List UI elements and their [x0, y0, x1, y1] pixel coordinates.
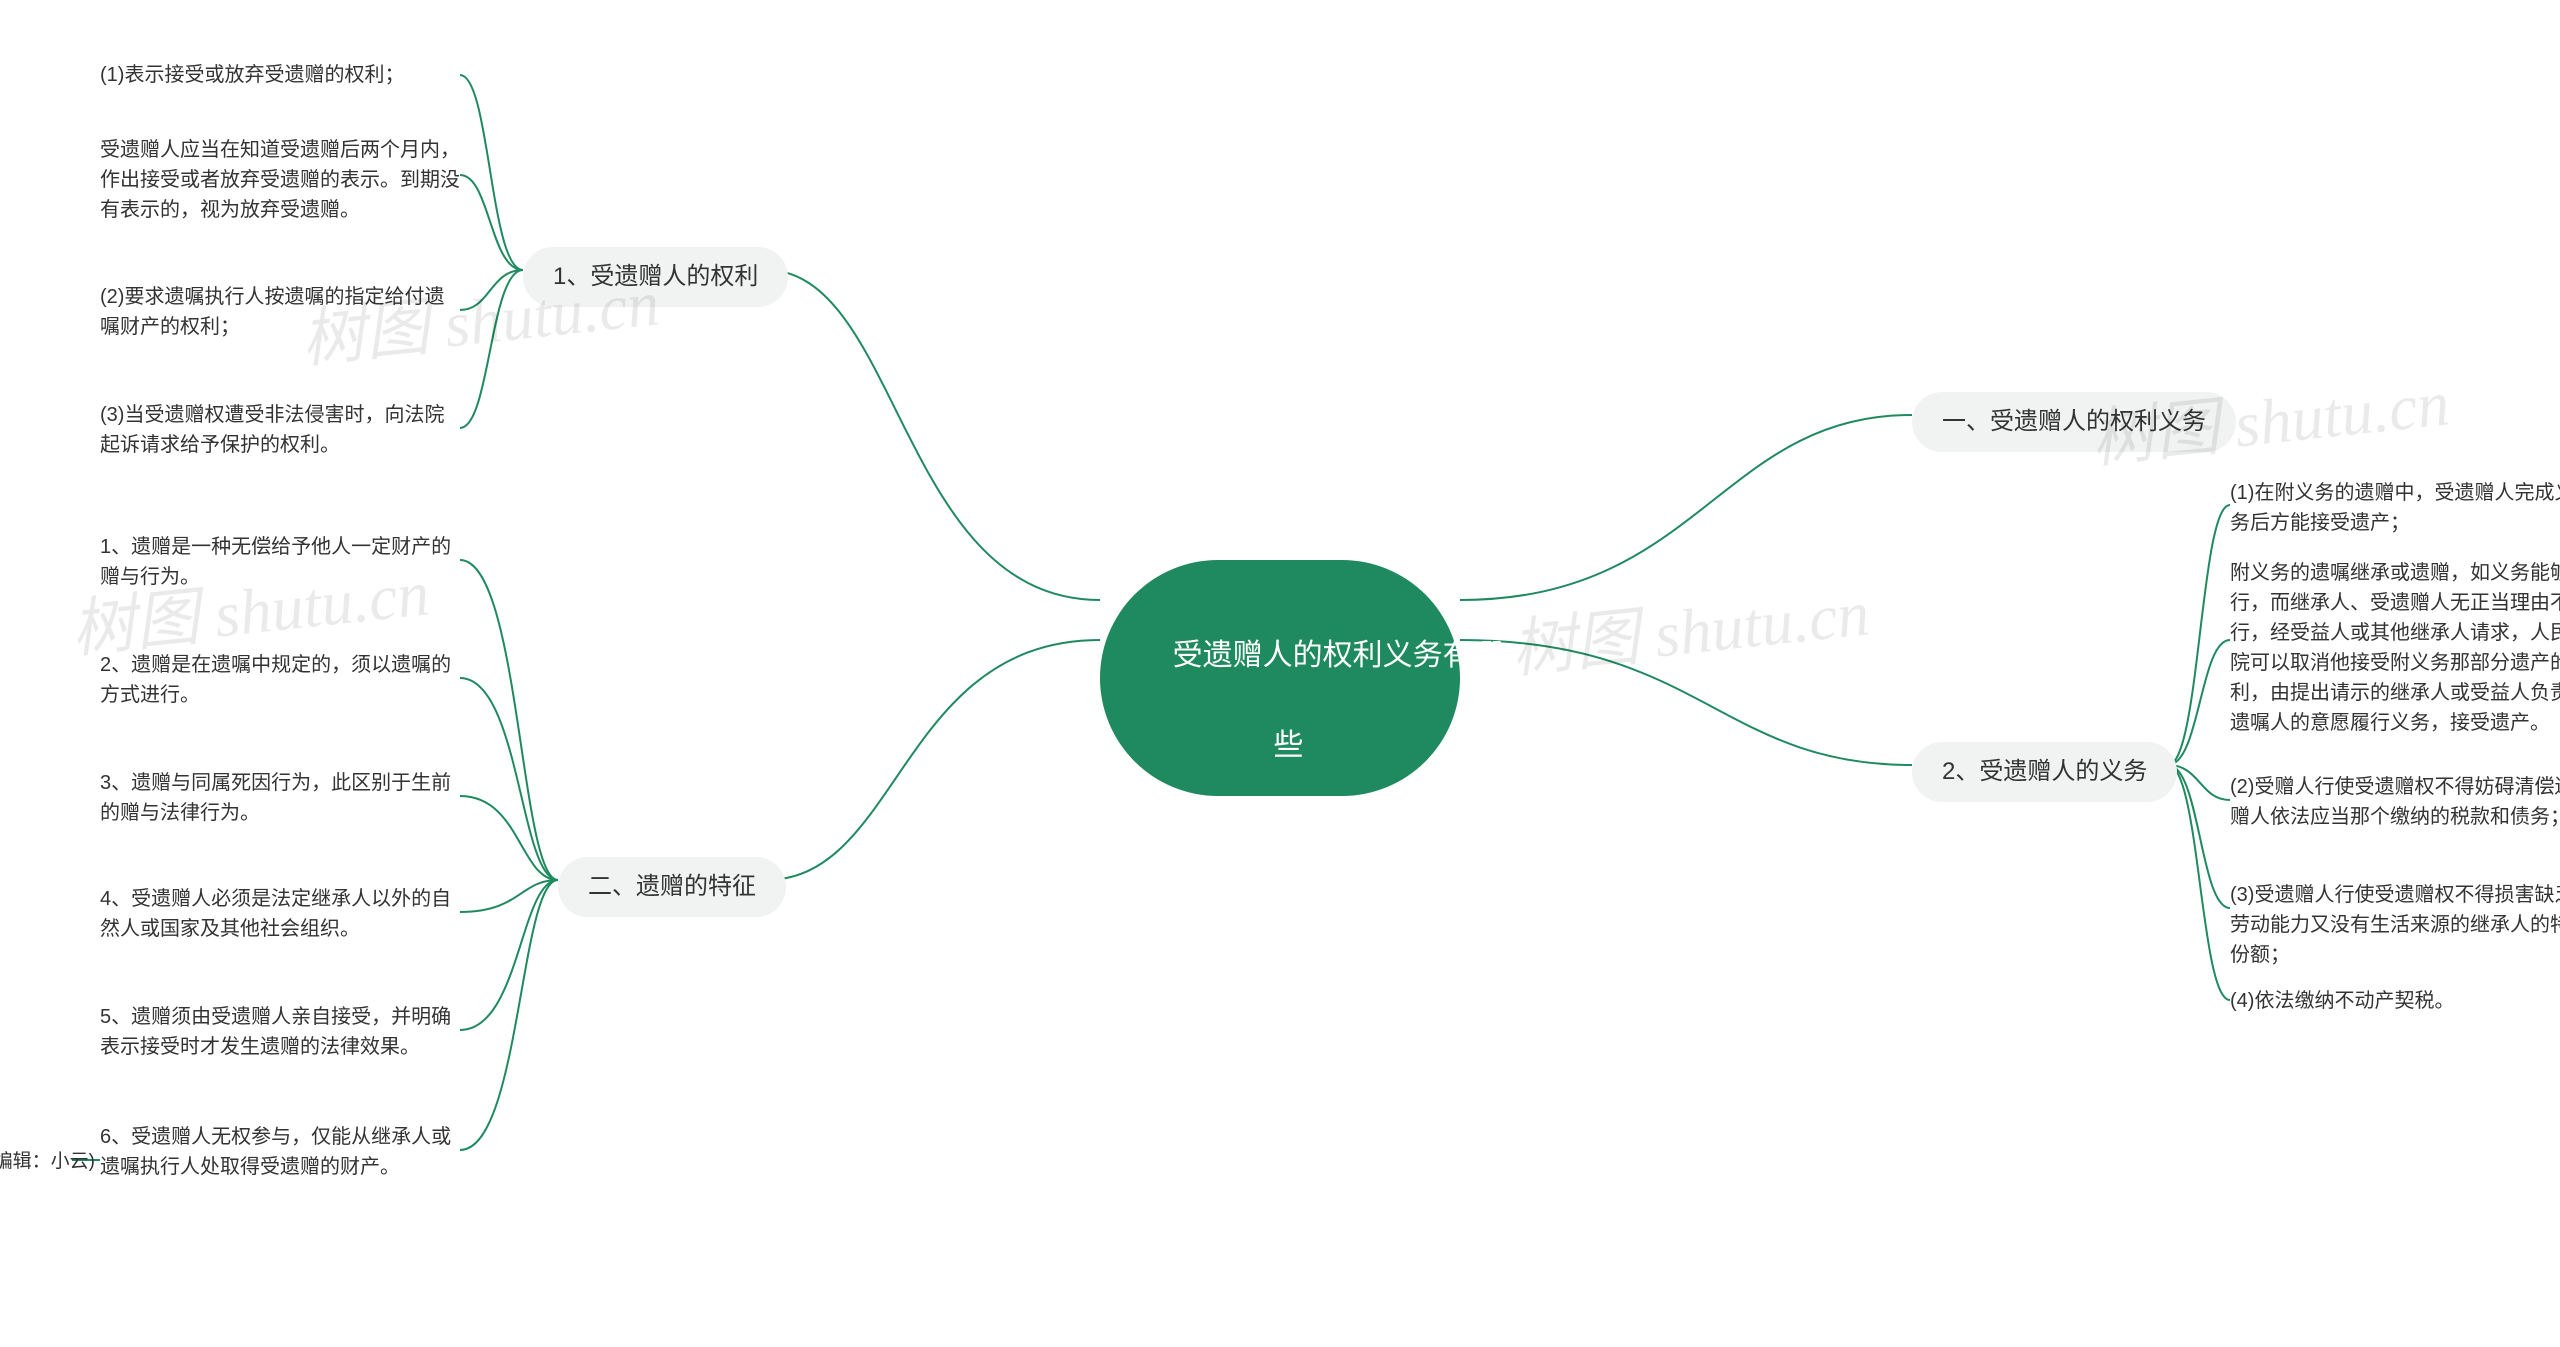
leaf-l2-6[interactable]: 6、受遗赠人无权参与，仅能从继承人或遗嘱执行人处取得受遗赠的财产。	[100, 1122, 460, 1182]
leaf-r2-3-text: (2)受赠人行使受遗赠权不得妨碍清偿遗赠人依法应当那个缴纳的税款和债务；	[2230, 776, 2560, 828]
leaf-r2-1[interactable]: (1)在附义务的遗赠中，受遗赠人完成义务后方能接受遗产；	[2230, 478, 2560, 538]
leaf-l2-1[interactable]: 1、遗赠是一种无偿给予他人一定财产的赠与行为。	[100, 532, 460, 592]
leaf-l2-2-text: 2、遗赠是在遗嘱中规定的，须以遗嘱的方式进行。	[100, 654, 451, 706]
leaf-l2-3-text: 3、遗赠与同属死因行为，此区别于生前的赠与法律行为。	[100, 772, 451, 824]
branch-right-2[interactable]: 2、受遗赠人的义务	[1912, 742, 2177, 802]
leaf-l2-1-text: 1、遗赠是一种无偿给予他人一定财产的赠与行为。	[100, 536, 451, 588]
watermark-3: 树图 shutu.cn	[1506, 561, 1873, 690]
leaf-l2-5[interactable]: 5、遗赠须由受遗赠人亲自接受，并明确表示接受时才发生遗赠的法律效果。	[100, 1002, 460, 1062]
leaf-l1-1-text: (1)表示接受或放弃受遗赠的权利；	[100, 64, 404, 86]
leaf-l2-2[interactable]: 2、遗赠是在遗嘱中规定的，须以遗嘱的方式进行。	[100, 650, 460, 710]
leaf-r2-4-text: (3)受遗赠人行使受遗赠权不得损害缺乏劳动能力又没有生活来源的继承人的特留份额；	[2230, 884, 2560, 966]
branch-right-2-label: 2、受遗赠人的义务	[1942, 758, 2147, 785]
leaf-r2-5[interactable]: (4)依法缴纳不动产契税。	[2230, 986, 2560, 1016]
leaf-l2-6-text: 6、受遗赠人无权参与，仅能从继承人或遗嘱执行人处取得受遗赠的财产。	[100, 1126, 451, 1178]
branch-right-1-label: 一、受遗赠人的权利义务	[1942, 408, 2206, 435]
leaf-l2-5-text: 5、遗赠须由受遗赠人亲自接受，并明确表示接受时才发生遗赠的法律效果。	[100, 1006, 451, 1058]
leaf-l2-4[interactable]: 4、受遗赠人必须是法定继承人以外的自然人或国家及其他社会组织。	[100, 884, 460, 944]
leaf-l1-2[interactable]: 受遗赠人应当在知道受遗赠后两个月内，作出接受或者放弃受遗赠的表示。到期没有表示的…	[100, 135, 460, 225]
root-line1: 受遗赠人的权利义务有哪	[1173, 639, 1503, 672]
branch-left-2[interactable]: 二、遗赠的特征	[558, 857, 786, 917]
leaf-l1-3-text: (2)要求遗嘱执行人按遗嘱的指定给付遗嘱财产的权利；	[100, 286, 444, 338]
leaf-r2-2[interactable]: 附义务的遗嘱继承或遗赠，如义务能够履行，而继承人、受遗赠人无正当理由不履行，经受…	[2230, 558, 2560, 738]
leaf-r2-1-text: (1)在附义务的遗赠中，受遗赠人完成义务后方能接受遗产；	[2230, 482, 2560, 534]
leaf-l1-4-text: (3)当受遗赠权遭受非法侵害时，向法院起诉请求给予保护的权利。	[100, 404, 444, 456]
leaf-l1-3[interactable]: (2)要求遗嘱执行人按遗嘱的指定给付遗嘱财产的权利；	[100, 282, 460, 342]
root-line2: 些	[1273, 729, 1303, 762]
leaf-l2-4-text: 4、受遗赠人必须是法定继承人以外的自然人或国家及其他社会组织。	[100, 888, 451, 940]
root-node[interactable]: 受遗赠人的权利义务有哪 些	[1100, 560, 1460, 796]
leaf-r2-4[interactable]: (3)受遗赠人行使受遗赠权不得损害缺乏劳动能力又没有生活来源的继承人的特留份额；	[2230, 880, 2560, 970]
leaf-l1-1[interactable]: (1)表示接受或放弃受遗赠的权利；	[100, 60, 460, 90]
leaf-l2-6-extra-text: (责任编辑：小云)	[0, 1151, 95, 1172]
branch-left-2-label: 二、遗赠的特征	[588, 873, 756, 900]
leaf-l1-4[interactable]: (3)当受遗赠权遭受非法侵害时，向法院起诉请求给予保护的权利。	[100, 400, 460, 460]
leaf-r2-5-text: (4)依法缴纳不动产契税。	[2230, 990, 2454, 1012]
leaf-l2-6-extra: (责任编辑：小云)	[0, 1148, 95, 1177]
leaf-r2-2-text: 附义务的遗嘱继承或遗赠，如义务能够履行，而继承人、受遗赠人无正当理由不履行，经受…	[2230, 562, 2560, 734]
leaf-l2-3[interactable]: 3、遗赠与同属死因行为，此区别于生前的赠与法律行为。	[100, 768, 460, 828]
leaf-r2-3[interactable]: (2)受赠人行使受遗赠权不得妨碍清偿遗赠人依法应当那个缴纳的税款和债务；	[2230, 772, 2560, 832]
leaf-l1-2-text: 受遗赠人应当在知道受遗赠后两个月内，作出接受或者放弃受遗赠的表示。到期没有表示的…	[100, 139, 460, 221]
branch-right-1[interactable]: 一、受遗赠人的权利义务	[1912, 392, 2236, 452]
branch-left-1[interactable]: 1、受遗赠人的权利	[523, 247, 788, 307]
branch-left-1-label: 1、受遗赠人的权利	[553, 263, 758, 290]
